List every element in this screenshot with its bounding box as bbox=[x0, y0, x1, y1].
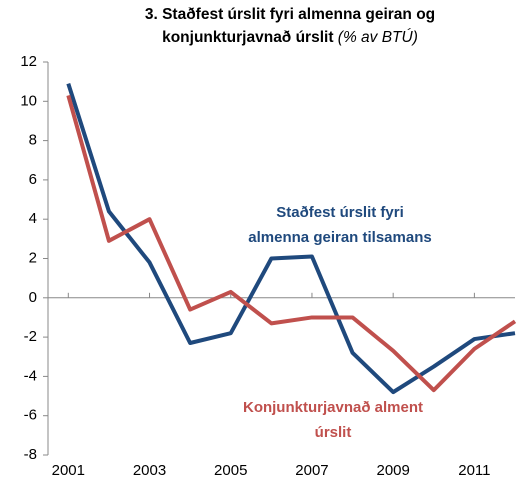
x-tick-label: 2005 bbox=[214, 462, 247, 479]
y-tick-label: -8 bbox=[24, 446, 37, 463]
chart-title: konjunkturjavnað úrslit bbox=[162, 29, 333, 46]
chart-title: 3. Staðfest úrslit fyri almenna geiran o… bbox=[145, 6, 435, 23]
y-tick-label: -2 bbox=[24, 328, 37, 345]
series-line bbox=[66, 83, 516, 395]
x-tick-label: 2009 bbox=[376, 462, 409, 479]
y-tick-label: 12 bbox=[20, 53, 37, 70]
y-tick-label: 8 bbox=[29, 132, 37, 149]
x-tick-label: 2001 bbox=[52, 462, 85, 479]
y-tick-label: 2 bbox=[29, 249, 37, 266]
x-tick-label: 2007 bbox=[295, 462, 328, 479]
x-tick-label: 2003 bbox=[133, 462, 166, 479]
y-tick-label: 0 bbox=[29, 289, 37, 306]
series-label: Staðfest úrslit fyri bbox=[276, 204, 404, 221]
x-tick-label: 2011 bbox=[458, 462, 490, 479]
y-tick-label: 4 bbox=[29, 210, 37, 227]
series-label: Konjunkturjavnað alment bbox=[243, 399, 423, 416]
y-tick-label: -4 bbox=[24, 367, 37, 384]
y-tick-label: 10 bbox=[20, 92, 37, 109]
chart-subtitle: (% av BTÚ) bbox=[338, 29, 418, 46]
series-line bbox=[66, 94, 517, 393]
series-label: almenna geiran tilsamans bbox=[248, 229, 431, 246]
y-tick-label: -6 bbox=[24, 407, 37, 424]
chart-title: konjunkturjavnað úrslit (% av BTÚ) bbox=[162, 29, 418, 46]
series-label: úrslit bbox=[315, 424, 352, 441]
y-tick-label: 6 bbox=[29, 171, 37, 188]
